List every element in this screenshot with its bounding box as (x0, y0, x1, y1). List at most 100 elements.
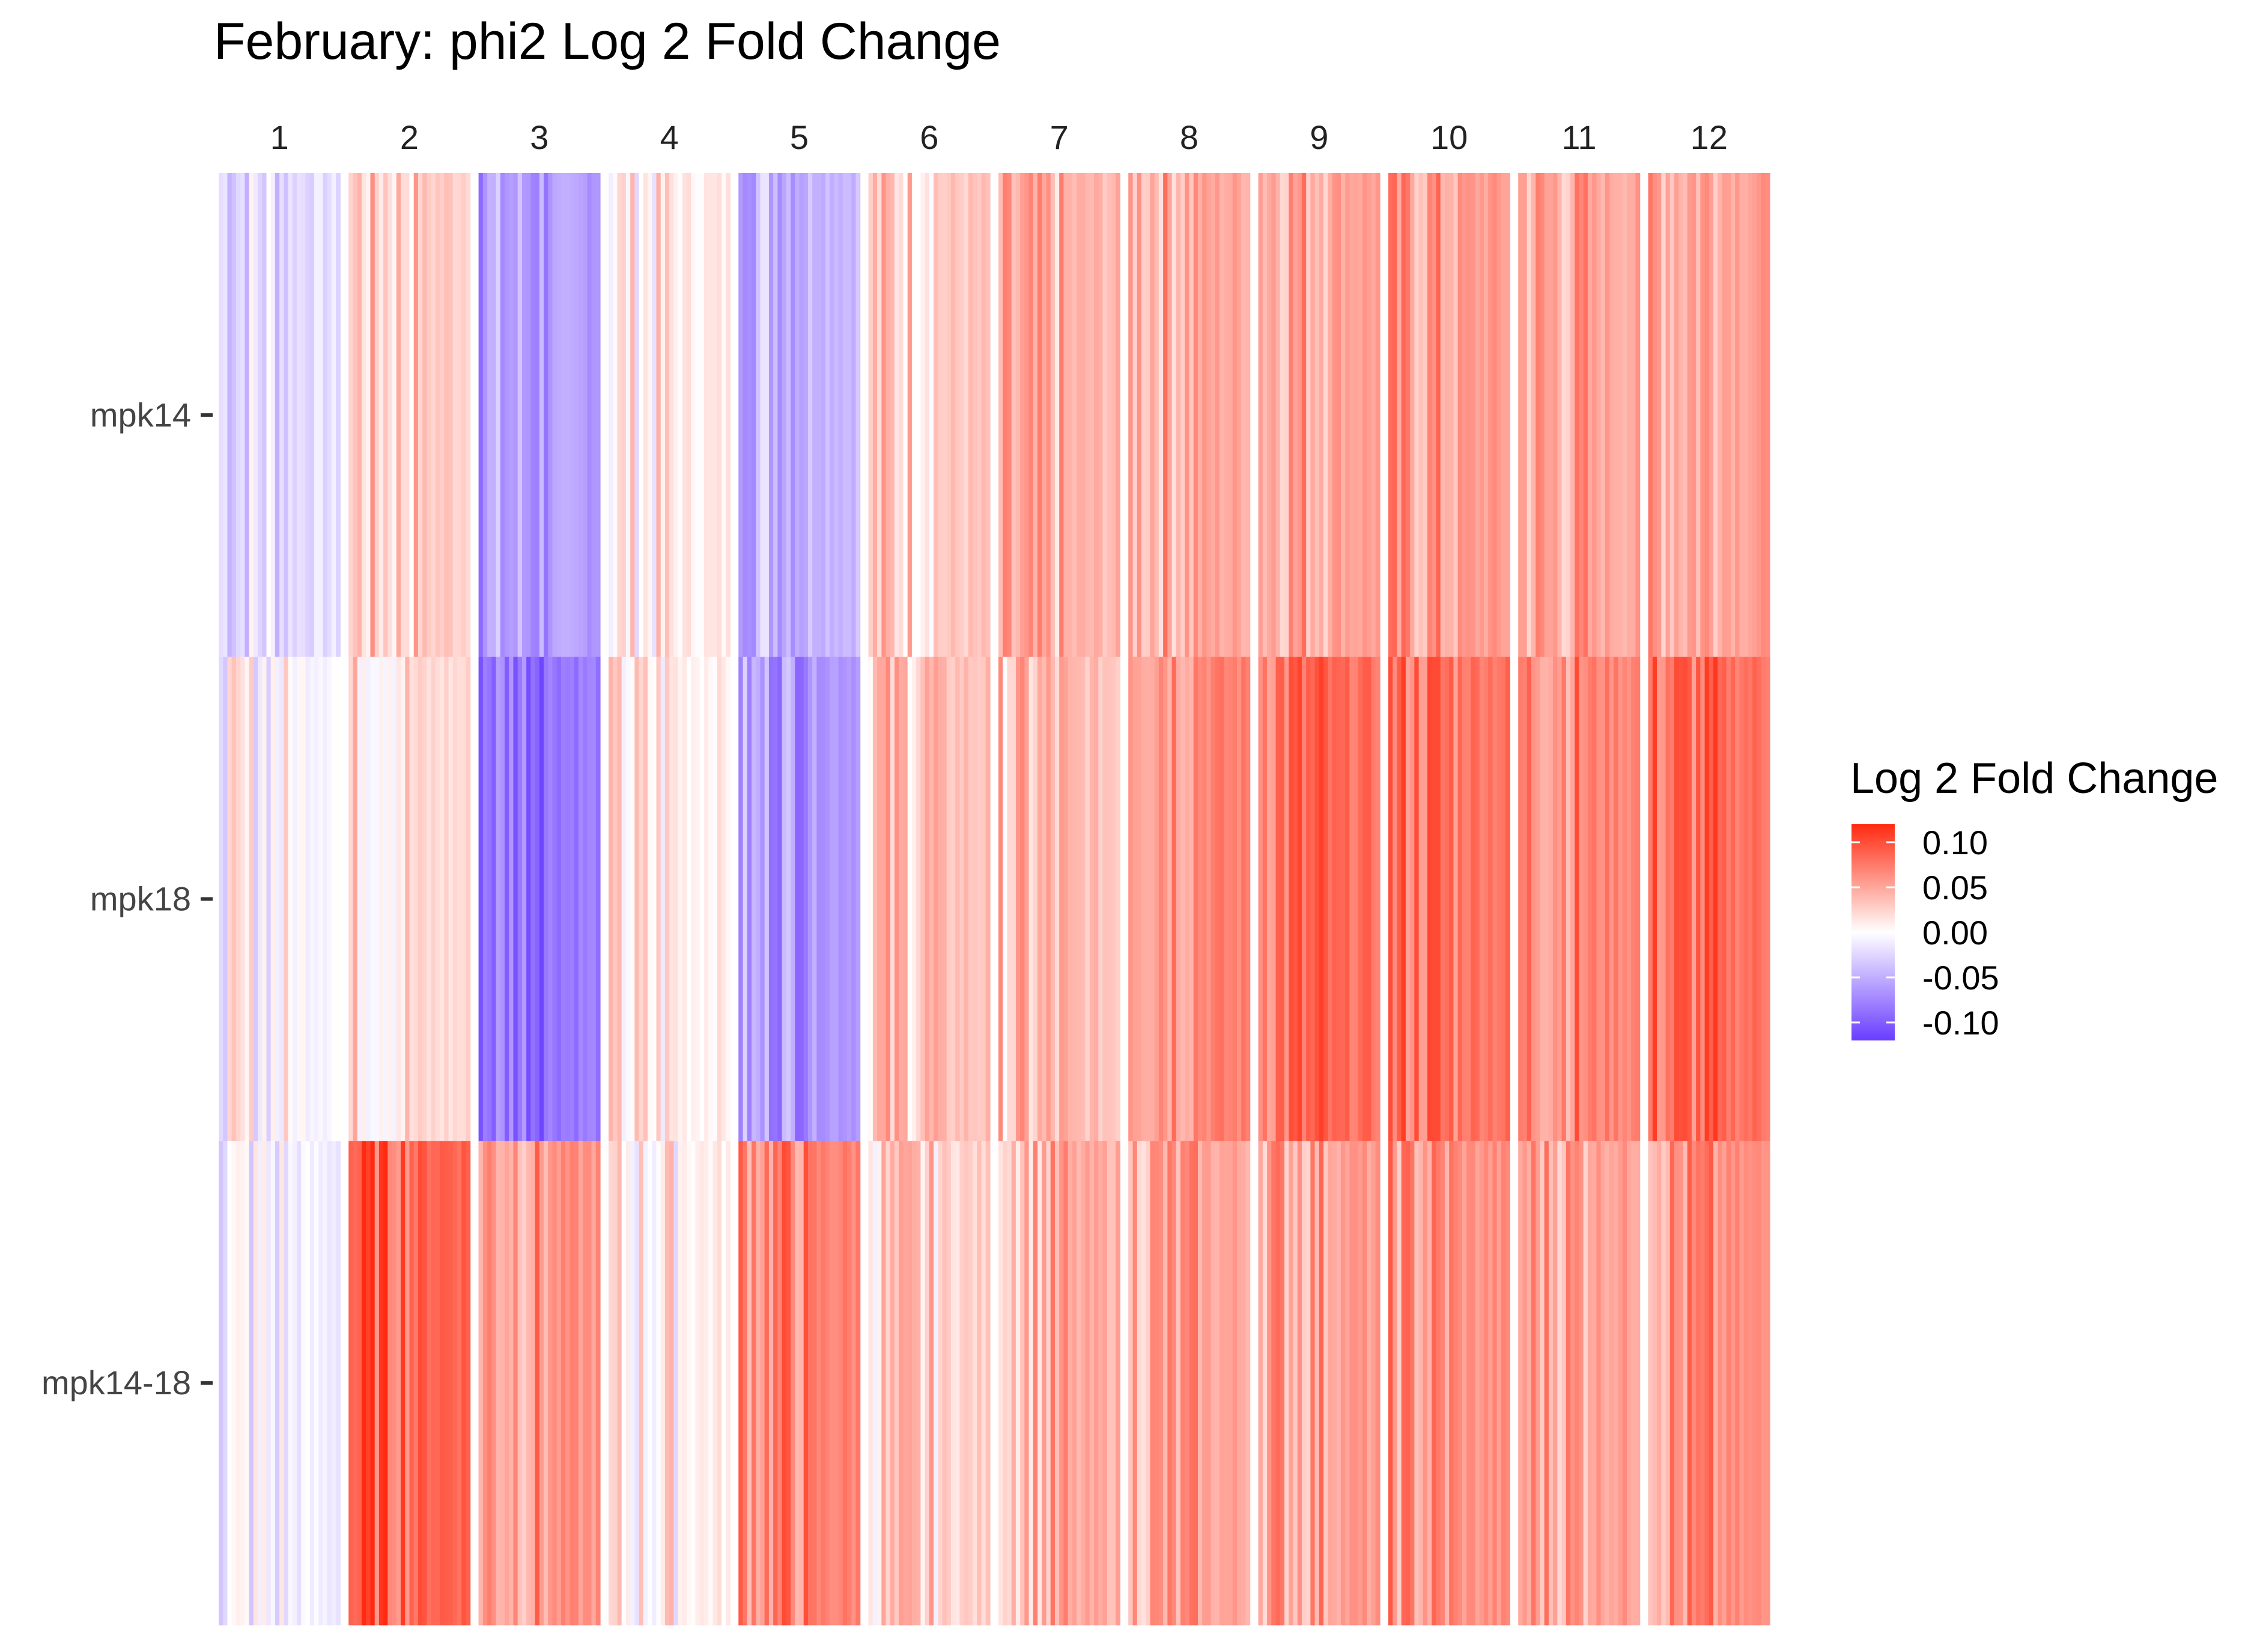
heatmap-stripe (1393, 657, 1398, 1141)
heatmap-stripe (292, 657, 297, 1141)
heatmap-stripe (262, 1141, 267, 1626)
heatmap-stripe (1449, 1141, 1454, 1626)
heatmap-stripe (821, 657, 826, 1141)
heatmap-stripe (911, 657, 917, 1141)
heatmap-stripe (981, 657, 986, 1141)
heatmap-stripe (678, 1141, 683, 1626)
heatmap-stripe (1241, 657, 1247, 1141)
heatmap-stripe (1479, 1141, 1484, 1626)
heatmap-stripe (747, 173, 752, 658)
heatmap-stripe (617, 173, 622, 658)
heatmap-stripe (1054, 1141, 1060, 1626)
heatmap-stripe (816, 173, 822, 658)
heatmap-stripe (1015, 173, 1021, 658)
heatmap-stripe (1193, 173, 1198, 658)
heatmap-stripe (855, 657, 861, 1141)
heatmap-stripe (452, 173, 458, 658)
heatmap-stripe (1540, 173, 1545, 658)
heatmap-stripe (1427, 1141, 1432, 1626)
heatmap-stripe (1553, 657, 1558, 1141)
heatmap-stripe (448, 657, 454, 1141)
heatmap-stripe (807, 173, 813, 658)
heatmap-stripe (348, 173, 354, 658)
heatmap-stripe (1471, 1141, 1476, 1626)
heatmap-stripe (331, 657, 336, 1141)
heatmap-stripe (1141, 1141, 1146, 1626)
heatmap-stripe (323, 657, 328, 1141)
heatmap-stripe (1293, 1141, 1298, 1626)
heatmap-cell (478, 657, 601, 1141)
heatmap-stripe (1202, 1141, 1207, 1626)
heatmap-stripe (791, 1141, 795, 1626)
heatmap-stripe (288, 657, 293, 1141)
heatmap-stripe (487, 657, 492, 1141)
heatmap-stripe (738, 1141, 744, 1626)
heatmap-stripe (1328, 1141, 1333, 1626)
heatmap-stripe (1678, 173, 1684, 658)
heatmap-stripe (231, 1141, 237, 1626)
heatmap-stripe (1024, 1141, 1030, 1626)
heatmap-stripe (366, 657, 371, 1141)
heatmap-stripe (998, 657, 1003, 1141)
heatmap-stripe (526, 1141, 531, 1626)
heatmap-stripe (830, 1141, 834, 1626)
heatmap-stripe (1401, 1141, 1406, 1626)
heatmap-stripe (803, 1141, 809, 1626)
heatmap-stripe (1271, 173, 1277, 658)
heatmap-stripe (1068, 173, 1073, 658)
heatmap-stripe (643, 173, 648, 658)
heatmap-stripe (1297, 657, 1302, 1141)
heatmap-stripe (617, 1141, 622, 1626)
heatmap-stripe (1089, 173, 1095, 658)
heatmap-stripe (1111, 173, 1116, 658)
heatmap-stripe (427, 1141, 432, 1626)
heatmap-stripe (1587, 173, 1593, 658)
heatmap-stripe (977, 173, 982, 658)
heatmap-stripe (669, 1141, 674, 1626)
heatmap-stripe (895, 657, 899, 1141)
heatmap-stripe (738, 173, 744, 658)
heatmap-stripe (431, 1141, 436, 1626)
heatmap-stripe (1193, 1141, 1198, 1626)
heatmap-stripe (353, 173, 358, 658)
heatmap-stripe (1575, 173, 1580, 658)
heatmap-stripe (1245, 657, 1251, 1141)
heatmap-stripe (1587, 657, 1593, 1141)
heatmap-stripe (1197, 657, 1203, 1141)
heatmap-stripe (401, 1141, 406, 1626)
heatmap-stripe (253, 657, 258, 1141)
heatmap-stripe (288, 173, 293, 658)
heatmap-stripe (539, 1141, 544, 1626)
heatmap-stripe (1709, 1141, 1714, 1626)
heatmap-stripe (461, 173, 467, 658)
heatmap-stripe (279, 1141, 284, 1626)
heatmap-stripe (768, 173, 774, 658)
heatmap-stripe (703, 657, 709, 1141)
heatmap-stripe (1626, 1141, 1632, 1626)
heatmap-stripe (743, 1141, 748, 1626)
heatmap-stripe (812, 173, 818, 658)
heatmap-stripe (1003, 1141, 1008, 1626)
heatmap-cell (1128, 657, 1251, 1141)
heatmap-stripe (895, 1141, 899, 1626)
heatmap-stripe (1107, 1141, 1112, 1626)
heatmap-stripe (1471, 657, 1476, 1141)
heatmap-stripe (284, 173, 289, 658)
heatmap-stripe (387, 173, 393, 658)
heatmap-stripe (1631, 1141, 1636, 1626)
heatmap-stripe (496, 1141, 501, 1626)
heatmap-stripe (478, 173, 484, 658)
heatmap-stripe (478, 657, 484, 1141)
heatmap-stripe (777, 1141, 783, 1626)
heatmap-stripe (973, 173, 977, 658)
heatmap-stripe (595, 657, 601, 1141)
heatmap-stripe (1531, 657, 1536, 1141)
heatmap-stripe (899, 1141, 904, 1626)
heatmap-stripe (314, 173, 319, 658)
heatmap-stripe (435, 1141, 440, 1626)
heatmap-stripe (1275, 657, 1281, 1141)
heatmap-stripe (353, 1141, 358, 1626)
heatmap-stripe (1449, 657, 1454, 1141)
heatmap-cell (1648, 173, 1770, 658)
heatmap-stripe (249, 1141, 254, 1626)
